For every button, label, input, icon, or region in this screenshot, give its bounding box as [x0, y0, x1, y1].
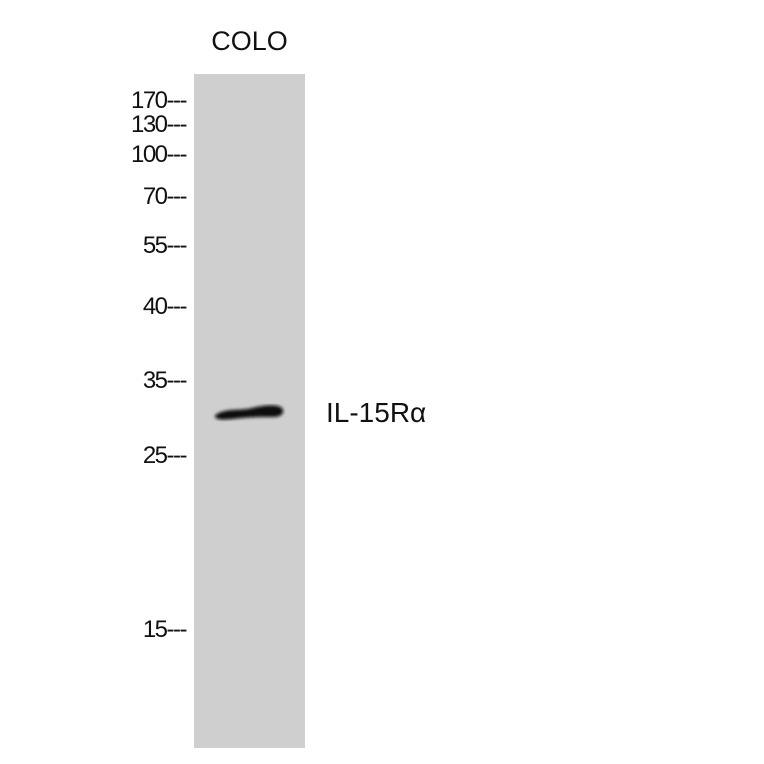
- marker-170: 170---: [130, 87, 188, 114]
- marker-100: 100---: [130, 141, 188, 168]
- lane-label-colo: COLO: [211, 26, 288, 56]
- marker-70: 70---: [142, 183, 188, 210]
- marker-35: 35---: [142, 367, 188, 394]
- marker-130: 130---: [130, 111, 188, 138]
- protein-band: [214, 405, 284, 420]
- marker-40: 40---: [142, 293, 188, 320]
- marker-25: 25---: [142, 442, 188, 469]
- marker-15: 15---: [142, 616, 188, 643]
- protein-label: IL-15Rα: [326, 397, 427, 428]
- marker-55: 55---: [142, 232, 188, 259]
